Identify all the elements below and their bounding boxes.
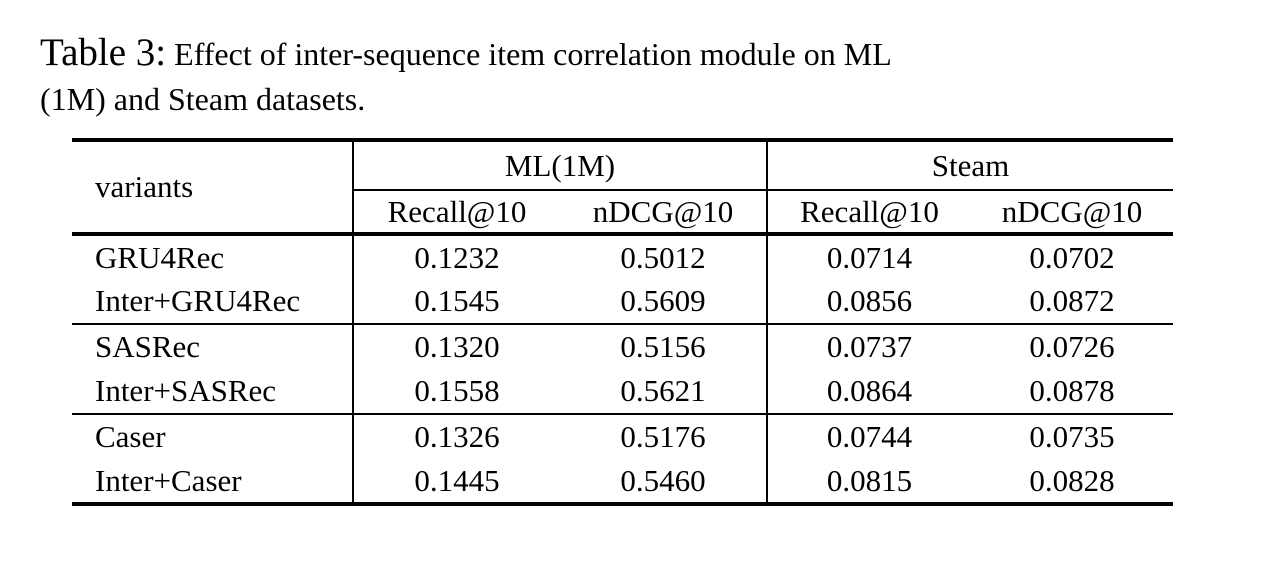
metric-cell: 0.1326	[352, 414, 560, 459]
variant-cell: Inter+Caser	[72, 459, 353, 506]
metric-cell: 0.1320	[352, 324, 560, 369]
metric-cell: 0.1558	[352, 369, 560, 415]
table-row: SASRec 0.1320 0.5156 0.0737 0.0726	[72, 324, 1173, 369]
metric-cell: 0.5460	[560, 459, 767, 506]
metric-cell: 0.0744	[766, 414, 971, 459]
metric-cell: 0.5012	[620, 239, 706, 275]
subcol-header-ml-ndcg: nDCG@10	[560, 190, 767, 236]
subcol-header-steam-recall: Recall@10	[766, 190, 971, 236]
metric-cell: 0.1545	[352, 279, 560, 325]
table-caption: Table 3: Effect of inter-sequence item co…	[40, 30, 1240, 122]
metric-cell: 0.1445	[352, 459, 560, 506]
table-row: Inter+Caser 0.1445 0.5460 0.0815 0.0828	[72, 459, 1173, 506]
metric-cell: 0.0726	[1029, 329, 1115, 364]
metric-cell: 0.0872	[971, 279, 1173, 325]
subcol-header-ml-recall: Recall@10	[352, 190, 560, 236]
variant-cell: SASRec	[95, 329, 201, 364]
metric-cell: 0.0737	[766, 324, 971, 369]
table-row: Inter+GRU4Rec 0.1545 0.5609 0.0856 0.087…	[72, 279, 1173, 325]
results-table: variants ML(1M) Steam Recall@10 nDCG@10 …	[72, 138, 1173, 506]
row-group-sasrec: SASRec 0.1320 0.5156 0.0737 0.0726 Inter…	[72, 324, 1173, 415]
variant-cell: Inter+SASRec	[72, 369, 353, 415]
metric-cell: 0.0714	[766, 234, 971, 279]
subcol-header-steam-ndcg: nDCG@10	[971, 190, 1173, 236]
metric-cell: 0.0735	[1029, 419, 1115, 454]
col-group-header-ml1m: ML(1M)	[352, 140, 767, 191]
table-row: Inter+SASRec 0.1558 0.5621 0.0864 0.0878	[72, 369, 1173, 415]
metric-cell: 0.5176	[620, 419, 706, 454]
variant-cell: Inter+GRU4Rec	[72, 279, 353, 325]
variant-cell: Caser	[95, 419, 166, 454]
caption-label: Table 3:	[40, 31, 167, 74]
caption-text-line1: Effect of inter-sequence item correlatio…	[174, 36, 892, 72]
row-group-gru4rec: GRU4Rec 0.1232 0.5012 0.0714 0.0702 Inte…	[72, 234, 1173, 325]
metric-cell: 0.5609	[560, 279, 767, 325]
metric-cell: 0.0828	[971, 459, 1173, 506]
metric-cell: 0.0864	[766, 369, 971, 415]
metric-cell: 0.0878	[971, 369, 1173, 415]
column-group-header-row: variants ML(1M) Steam	[72, 140, 1173, 236]
variant-cell: GRU4Rec	[95, 239, 225, 275]
caption-text-line2: (1M) and Steam datasets.	[40, 81, 366, 117]
metric-cell: 0.0702	[1029, 239, 1115, 275]
metric-cell: 0.0856	[766, 279, 971, 325]
table-row: GRU4Rec 0.1232 0.5012 0.0714 0.0702	[72, 234, 1173, 279]
col-group-header-steam: Steam	[766, 140, 1173, 191]
row-group-caser: Caser 0.1326 0.5176 0.0744 0.0735 Inter+…	[72, 414, 1173, 506]
table-row: Caser 0.1326 0.5176 0.0744 0.0735	[72, 414, 1173, 459]
metric-cell: 0.5156	[620, 329, 706, 364]
metric-cell: 0.5621	[560, 369, 767, 415]
metric-cell: 0.0815	[766, 459, 971, 506]
metric-cell: 0.1232	[352, 234, 560, 279]
variants-header: variants	[72, 140, 353, 236]
metric-header-row: Recall@10 nDCG@10 Recall@10 nDCG@10	[72, 190, 1173, 236]
